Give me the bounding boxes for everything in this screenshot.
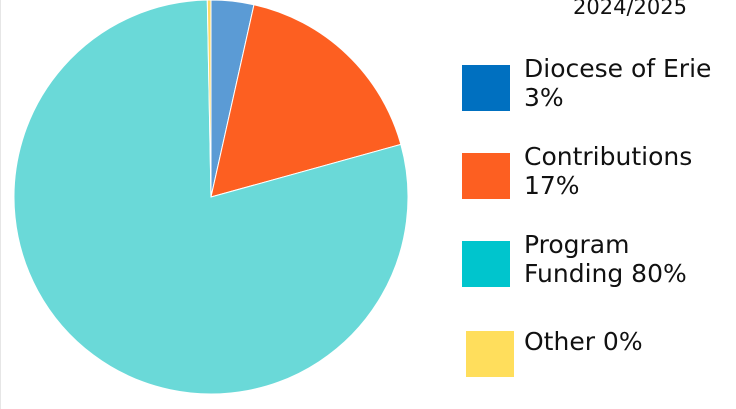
chart-title: 2024/2025 — [573, 0, 687, 19]
left-border-line — [0, 0, 1, 409]
pie-slice-other — [206, 0, 212, 198]
legend-item-diocese-of-erie: Diocese of Erie 3% — [462, 54, 732, 117]
legend-swatch-other — [466, 331, 514, 377]
pie-chart — [13, 0, 409, 395]
pie-slice-contributions — [210, 4, 402, 198]
pie-slice-program-funding — [13, 0, 409, 395]
legend-label-other: Other 0% — [524, 327, 643, 356]
legend-swatch-diocese-of-erie — [462, 65, 510, 111]
legend-label-diocese-of-erie: Diocese of Erie 3% — [524, 54, 712, 112]
legend-label-contributions: Contributions 17% — [524, 142, 693, 200]
legend-swatch-program-funding — [462, 241, 510, 287]
legend-item-contributions: Contributions 17% — [462, 142, 732, 205]
legend-label-program-funding: Program Funding 80% — [524, 230, 687, 288]
legend-item-program-funding: Program Funding 80% — [462, 230, 732, 293]
legend-item-other: Other 0% — [462, 327, 732, 390]
legend-swatch-contributions — [462, 153, 510, 199]
